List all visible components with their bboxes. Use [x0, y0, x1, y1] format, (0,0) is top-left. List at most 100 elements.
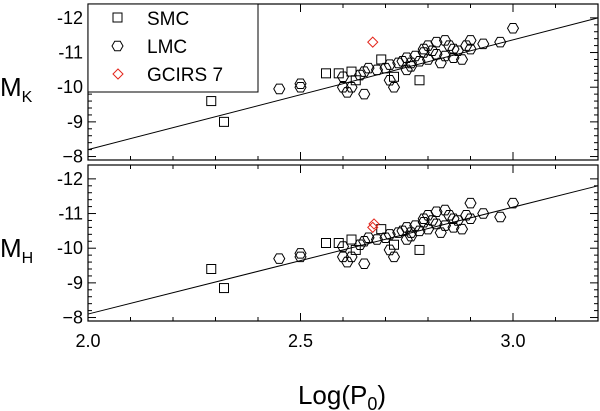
smc-point — [346, 234, 357, 245]
lmc-point — [336, 81, 350, 93]
gcirs7-point — [368, 218, 380, 230]
lmc-point — [341, 256, 354, 268]
lmc-point — [430, 218, 443, 230]
lmc-point — [460, 40, 473, 51]
lmc-point — [426, 45, 439, 57]
smc-point — [206, 264, 217, 274]
y-tick-label: −8 — [62, 308, 83, 328]
lmc-point — [421, 40, 435, 51]
lmc-point — [477, 38, 490, 50]
lmc-point — [379, 62, 392, 74]
y-tick-label: -9 — [67, 112, 83, 132]
legend-lmc-label: LMC — [147, 37, 187, 58]
x-axis-title-sub: 0 — [367, 394, 377, 411]
lmc-point — [294, 248, 307, 259]
lmc-point — [383, 75, 396, 86]
lmc-point — [383, 59, 396, 70]
smc-point — [219, 116, 229, 127]
lmc-point — [404, 57, 418, 69]
panel-top: −8 -9 -10 -11 -12 SMC LMC GCIRS 7 MK — [0, 3, 599, 167]
x-tick-label: 2.0 — [75, 331, 100, 351]
lmc-point — [438, 204, 452, 216]
lmc-point — [417, 213, 430, 224]
lmc-point — [426, 215, 439, 226]
lmc-point — [455, 54, 469, 65]
lmc-point — [464, 197, 477, 209]
lmc-point — [336, 251, 350, 263]
lmc-point — [438, 220, 452, 231]
lmc-point — [404, 230, 418, 242]
lmc-point — [430, 49, 443, 60]
lmc-point — [294, 251, 307, 263]
lmc-point — [387, 81, 401, 93]
gcirs7-point — [367, 36, 379, 48]
lmc-point — [353, 69, 367, 81]
lmc-point — [409, 220, 422, 231]
legend-gcirs7-marker — [112, 68, 124, 80]
y-tick-label: -11 — [58, 204, 83, 224]
lmc-point — [400, 52, 413, 63]
lmc-point — [358, 258, 371, 270]
lmc-point — [294, 81, 307, 93]
y-tick-label: -11 — [58, 43, 83, 63]
lmc-point — [273, 253, 286, 264]
smc-point — [376, 224, 387, 235]
legend-gcirs7-label: GCIRS 7 — [147, 65, 223, 86]
x-axis-title: Log(P0) — [298, 380, 386, 411]
legend-lmc-marker — [111, 40, 124, 52]
lmc-point — [273, 83, 286, 95]
lmc-point — [400, 64, 413, 76]
y-axis-title-top-main: M — [0, 72, 22, 102]
smc-point — [321, 238, 331, 248]
lmc-point — [421, 210, 435, 221]
smc-point — [206, 96, 217, 107]
lmc-point — [383, 244, 396, 256]
lmc-point — [447, 43, 460, 55]
y-tick-label: -10 — [57, 238, 83, 258]
lmc-point — [345, 251, 358, 263]
lmc-point — [379, 232, 392, 244]
lmc-point — [345, 81, 358, 93]
smc-point — [414, 244, 425, 255]
x-axis-title-main: Log(P — [298, 380, 367, 410]
y-tick-label: -10 — [57, 77, 83, 97]
lmc-point — [404, 227, 418, 238]
lmc-point — [370, 234, 384, 245]
fit-line — [87, 185, 599, 315]
smc-point — [333, 68, 344, 79]
lmc-point — [336, 71, 350, 83]
gcirs7-point — [367, 221, 379, 234]
lmc-point — [494, 36, 507, 48]
lmc-point — [404, 61, 418, 72]
x-axis-title-end: ) — [377, 380, 386, 410]
lmc-point — [353, 239, 367, 250]
lmc-point — [455, 223, 469, 235]
lmc-point — [358, 88, 371, 100]
lmc-point — [417, 43, 430, 55]
lmc-point — [430, 36, 443, 48]
lmc-point — [409, 50, 422, 62]
smc-point — [321, 68, 331, 79]
lmc-point — [358, 66, 371, 77]
lmc-point — [358, 236, 371, 247]
lmc-point — [370, 64, 384, 76]
legend-smc-label: SMC — [147, 9, 189, 30]
lmc-point — [400, 234, 413, 245]
y-axis-title-top: MK — [0, 72, 33, 106]
y-axis-title-bottom-sub: H — [22, 250, 34, 267]
lmc-point — [494, 211, 507, 223]
lmc-point — [438, 50, 452, 62]
lmc-point — [362, 232, 375, 244]
lmc-point — [464, 213, 477, 224]
panel-bottom: −8 -9 -10 -11 -12 2.0 2.5 3.0 MH Log(P0) — [0, 164, 599, 411]
lmc-point — [506, 197, 520, 209]
lmc-point — [447, 213, 460, 224]
lmc-point — [336, 241, 350, 252]
lmc-point — [477, 208, 490, 219]
y-axis-title-bottom-main: M — [0, 233, 22, 263]
lmc-point — [387, 251, 401, 263]
smc-point — [376, 54, 387, 65]
lmc-point — [464, 43, 477, 55]
lmc-point — [362, 62, 375, 74]
